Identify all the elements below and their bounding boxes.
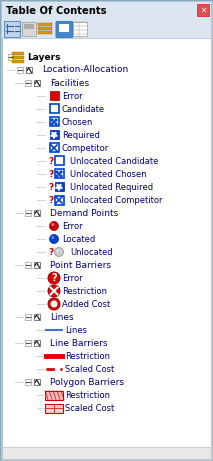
FancyBboxPatch shape bbox=[49, 130, 59, 140]
Circle shape bbox=[60, 175, 62, 177]
Text: Required: Required bbox=[62, 130, 100, 140]
Text: Scaled Cost: Scaled Cost bbox=[65, 365, 114, 373]
Text: Lines: Lines bbox=[50, 313, 74, 321]
Circle shape bbox=[49, 235, 59, 243]
Text: Candidate: Candidate bbox=[62, 105, 105, 113]
FancyBboxPatch shape bbox=[8, 54, 14, 60]
Text: Error: Error bbox=[62, 273, 83, 283]
FancyBboxPatch shape bbox=[2, 20, 211, 38]
Text: Lines: Lines bbox=[65, 325, 87, 335]
Circle shape bbox=[51, 223, 54, 226]
Text: Unlocated Chosen: Unlocated Chosen bbox=[70, 170, 147, 178]
FancyBboxPatch shape bbox=[55, 156, 63, 165]
FancyBboxPatch shape bbox=[38, 27, 52, 30]
Text: Restriction: Restriction bbox=[65, 351, 110, 361]
FancyBboxPatch shape bbox=[17, 67, 23, 73]
Text: Error: Error bbox=[62, 91, 83, 100]
Text: Location-Allocation: Location-Allocation bbox=[42, 65, 128, 75]
FancyBboxPatch shape bbox=[34, 379, 40, 385]
Circle shape bbox=[60, 171, 62, 173]
Text: ?: ? bbox=[48, 183, 53, 191]
FancyBboxPatch shape bbox=[25, 210, 31, 216]
Text: ?: ? bbox=[48, 248, 53, 256]
Circle shape bbox=[50, 301, 58, 307]
Text: Unlocated Candidate: Unlocated Candidate bbox=[70, 156, 158, 165]
Text: Error: Error bbox=[62, 221, 83, 230]
FancyBboxPatch shape bbox=[34, 340, 40, 346]
Text: Restriction: Restriction bbox=[62, 286, 107, 296]
FancyBboxPatch shape bbox=[38, 31, 52, 35]
Text: Line Barriers: Line Barriers bbox=[50, 338, 108, 348]
FancyBboxPatch shape bbox=[2, 2, 211, 459]
FancyBboxPatch shape bbox=[12, 60, 24, 64]
Text: ?: ? bbox=[48, 170, 53, 178]
Text: Located: Located bbox=[62, 235, 95, 243]
Text: Added Cost: Added Cost bbox=[62, 300, 110, 308]
FancyBboxPatch shape bbox=[49, 143, 59, 153]
FancyBboxPatch shape bbox=[49, 105, 59, 113]
Text: Unlocated: Unlocated bbox=[70, 248, 113, 256]
FancyBboxPatch shape bbox=[56, 21, 72, 37]
Circle shape bbox=[55, 248, 63, 256]
Text: Polygon Barriers: Polygon Barriers bbox=[50, 378, 124, 386]
Text: ?: ? bbox=[48, 156, 53, 165]
Circle shape bbox=[53, 121, 55, 123]
Polygon shape bbox=[51, 132, 57, 138]
FancyBboxPatch shape bbox=[22, 22, 36, 36]
Text: Table Of Contents: Table Of Contents bbox=[6, 6, 106, 16]
FancyBboxPatch shape bbox=[25, 262, 31, 268]
FancyBboxPatch shape bbox=[34, 262, 40, 268]
FancyBboxPatch shape bbox=[197, 4, 209, 16]
Text: ?: ? bbox=[48, 195, 53, 205]
FancyBboxPatch shape bbox=[26, 67, 32, 73]
FancyBboxPatch shape bbox=[55, 195, 63, 205]
FancyBboxPatch shape bbox=[25, 314, 31, 320]
Circle shape bbox=[48, 298, 60, 310]
FancyBboxPatch shape bbox=[73, 22, 87, 36]
Circle shape bbox=[51, 236, 54, 239]
Circle shape bbox=[56, 171, 58, 173]
FancyBboxPatch shape bbox=[55, 183, 63, 191]
FancyBboxPatch shape bbox=[25, 80, 31, 86]
FancyBboxPatch shape bbox=[45, 403, 63, 413]
FancyBboxPatch shape bbox=[25, 340, 31, 346]
FancyBboxPatch shape bbox=[25, 379, 31, 385]
FancyBboxPatch shape bbox=[24, 24, 34, 29]
FancyBboxPatch shape bbox=[12, 52, 24, 55]
FancyBboxPatch shape bbox=[4, 21, 20, 37]
Circle shape bbox=[55, 119, 57, 121]
FancyBboxPatch shape bbox=[49, 91, 59, 100]
Text: Unlocated Competitor: Unlocated Competitor bbox=[70, 195, 163, 205]
Text: Chosen: Chosen bbox=[62, 118, 93, 126]
Text: Restriction: Restriction bbox=[65, 390, 110, 400]
Text: Scaled Cost: Scaled Cost bbox=[65, 403, 114, 413]
Text: Demand Points: Demand Points bbox=[50, 208, 118, 218]
FancyBboxPatch shape bbox=[34, 80, 40, 86]
FancyBboxPatch shape bbox=[34, 210, 40, 216]
Polygon shape bbox=[56, 184, 62, 190]
FancyBboxPatch shape bbox=[38, 23, 52, 26]
Circle shape bbox=[51, 119, 53, 121]
Circle shape bbox=[55, 123, 57, 125]
Text: Point Barriers: Point Barriers bbox=[50, 260, 111, 270]
FancyBboxPatch shape bbox=[12, 56, 24, 59]
Circle shape bbox=[48, 285, 60, 297]
FancyBboxPatch shape bbox=[2, 447, 211, 459]
Text: Layers: Layers bbox=[27, 53, 60, 61]
Circle shape bbox=[57, 249, 59, 252]
FancyBboxPatch shape bbox=[34, 314, 40, 320]
Text: ✕: ✕ bbox=[200, 6, 206, 14]
Circle shape bbox=[49, 221, 59, 230]
Circle shape bbox=[51, 123, 53, 125]
Circle shape bbox=[56, 175, 58, 177]
FancyBboxPatch shape bbox=[45, 390, 63, 400]
FancyBboxPatch shape bbox=[59, 24, 69, 32]
Text: Facilities: Facilities bbox=[50, 78, 89, 88]
FancyBboxPatch shape bbox=[55, 170, 63, 178]
Circle shape bbox=[58, 173, 60, 175]
FancyBboxPatch shape bbox=[49, 118, 59, 126]
FancyBboxPatch shape bbox=[2, 2, 211, 20]
Text: Competitor: Competitor bbox=[62, 143, 109, 153]
Circle shape bbox=[48, 272, 60, 284]
